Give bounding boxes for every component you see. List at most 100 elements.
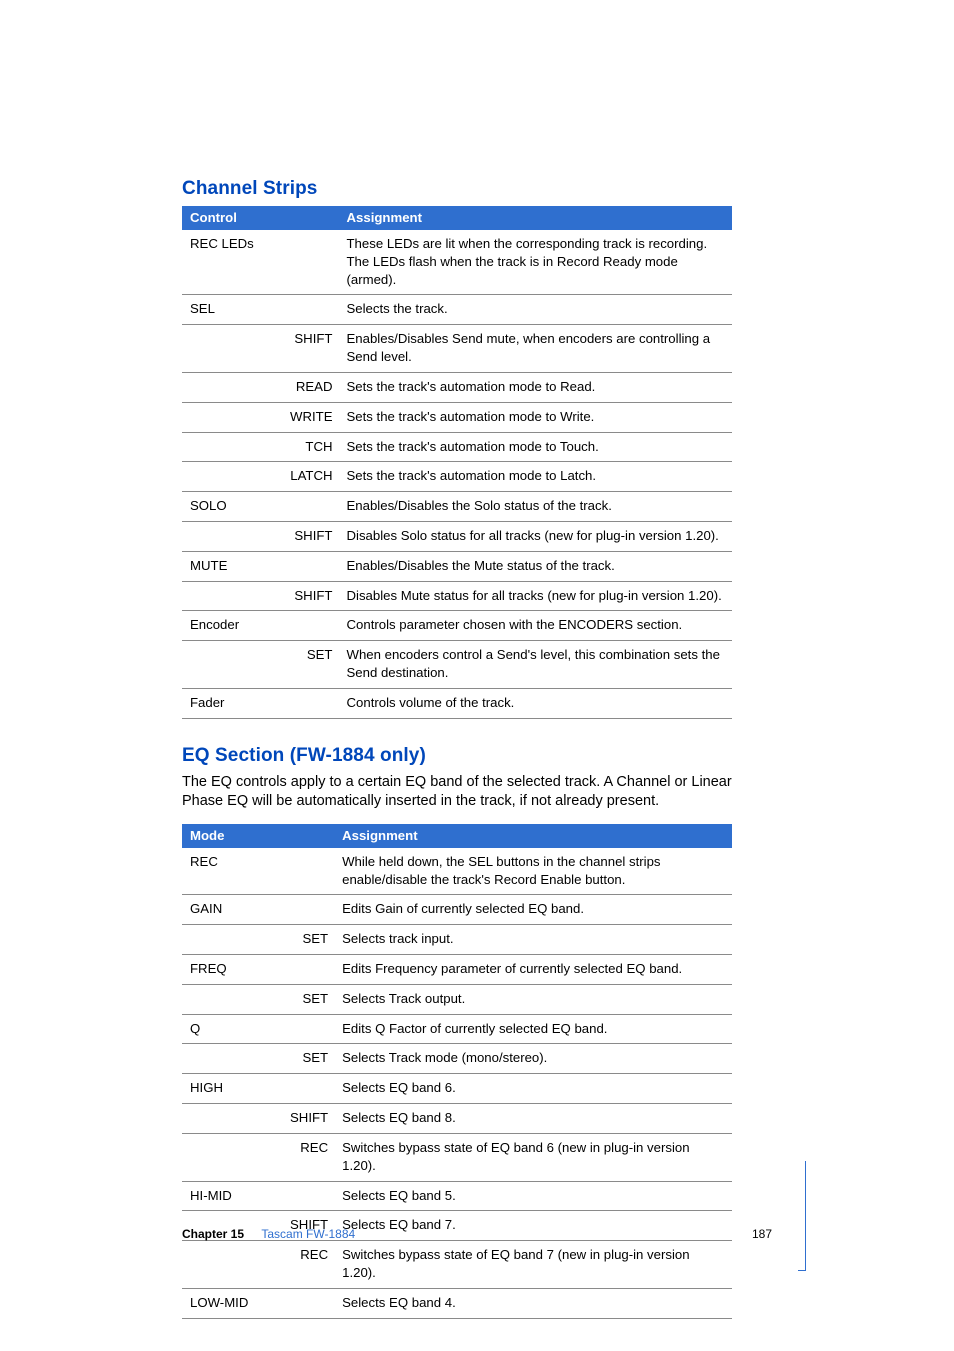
cell-control: [182, 641, 282, 689]
cell-modifier: [282, 1288, 334, 1318]
cell-control: LOW-MID: [182, 1288, 282, 1318]
cell-modifier: [282, 1074, 334, 1104]
cell-assignment: Enables/Disables the Solo status of the …: [339, 492, 733, 522]
table-row: SHIFTSelects EQ band 8.: [182, 1104, 732, 1134]
cell-assignment: Sets the track's automation mode to Touc…: [339, 432, 733, 462]
cell-assignment: Edits Gain of currently selected EQ band…: [334, 895, 732, 925]
table-row: SOLO Enables/Disables the Solo status of …: [182, 492, 732, 522]
cell-control: [182, 1044, 282, 1074]
cell-modifier: SHIFT: [282, 581, 339, 611]
cell-control: [182, 462, 282, 492]
cell-control: [182, 925, 282, 955]
cell-control: Fader: [182, 688, 282, 718]
table-row: LOW-MID Selects EQ band 4.: [182, 1288, 732, 1318]
footer-chapter-label: Chapter 15: [182, 1227, 244, 1241]
table-row: Encoder Controls parameter chosen with th…: [182, 611, 732, 641]
table-row: SETSelects Track output.: [182, 984, 732, 1014]
cell-assignment: Selects EQ band 5.: [334, 1181, 732, 1211]
table-row: SEL Selects the track.: [182, 295, 732, 325]
table-row: MUTEEnables/Disables the Mute status of …: [182, 551, 732, 581]
cell-assignment: Edits Frequency parameter of currently s…: [334, 955, 732, 985]
cell-assignment: Sets the track's automation mode to Latc…: [339, 462, 733, 492]
table-row: FaderControls volume of the track.: [182, 688, 732, 718]
cell-modifier: WRITE: [282, 402, 339, 432]
cell-assignment: Edits Q Factor of currently selected EQ …: [334, 1014, 732, 1044]
cell-assignment: When encoders control a Send's level, th…: [339, 641, 733, 689]
cell-assignment: Selects EQ band 8.: [334, 1104, 732, 1134]
cell-control: [182, 984, 282, 1014]
table-header-mode: Mode: [182, 824, 282, 848]
side-rule-decoration: [805, 1161, 806, 1271]
cell-assignment: Selects Track output.: [334, 984, 732, 1014]
table-row: SETWhen encoders control a Send's level,…: [182, 641, 732, 689]
cell-assignment: Controls parameter chosen with the ENCOD…: [339, 611, 733, 641]
cell-control: [182, 581, 282, 611]
cell-modifier: [282, 895, 334, 925]
table-channel-strips: Control Assignment REC LEDs These LEDs ar…: [182, 206, 732, 719]
footer-page-number: 187: [752, 1227, 772, 1241]
cell-modifier: SHIFT: [282, 1104, 334, 1134]
table-row: SETSelects track input.: [182, 925, 732, 955]
table-header-modifier: [282, 824, 334, 848]
cell-assignment: Disables Solo status for all tracks (new…: [339, 521, 733, 551]
table-row: GAINEdits Gain of currently selected EQ …: [182, 895, 732, 925]
cell-control: [182, 325, 282, 373]
table-eq-section: Mode Assignment REC While held down, the …: [182, 824, 732, 1319]
cell-control: REC LEDs: [182, 230, 282, 295]
cell-control: [182, 372, 282, 402]
table-header-row: Mode Assignment: [182, 824, 732, 848]
section2-intro: The EQ controls apply to a certain EQ ba…: [182, 773, 732, 812]
cell-control: [182, 1133, 282, 1181]
cell-control: REC: [182, 848, 282, 895]
table-row: RECSwitches bypass state of EQ band 6 (n…: [182, 1133, 732, 1181]
cell-assignment: Switches bypass state of EQ band 7 (new …: [334, 1241, 732, 1289]
cell-assignment: Enables/Disables the Mute status of the …: [339, 551, 733, 581]
cell-modifier: SET: [282, 1044, 334, 1074]
cell-modifier: [282, 492, 339, 522]
table-row: SHIFTEnables/Disables Send mute, when en…: [182, 325, 732, 373]
cell-modifier: REC: [282, 1241, 334, 1289]
cell-control: FREQ: [182, 955, 282, 985]
page: Channel Strips Control Assignment REC LE…: [0, 0, 954, 1351]
table-row: WRITESets the track's automation mode to…: [182, 402, 732, 432]
cell-assignment: Selects the track.: [339, 295, 733, 325]
cell-assignment: Sets the track's automation mode to Read…: [339, 372, 733, 402]
cell-modifier: [282, 688, 339, 718]
cell-assignment: Disables Mute status for all tracks (new…: [339, 581, 733, 611]
table-header-modifier: [282, 206, 339, 230]
table-row: FREQ Edits Frequency parameter of current…: [182, 955, 732, 985]
table-row: READSets the track's automation mode to …: [182, 372, 732, 402]
section2-title: EQ Section (FW-1884 only): [182, 745, 732, 767]
table-row: REC While held down, the SEL buttons in t…: [182, 848, 732, 895]
table-row: HIGHSelects EQ band 6.: [182, 1074, 732, 1104]
cell-modifier: [282, 848, 334, 895]
cell-assignment: Selects track input.: [334, 925, 732, 955]
cell-assignment: Enables/Disables Send mute, when encoder…: [339, 325, 733, 373]
cell-modifier: TCH: [282, 432, 339, 462]
table-header-row: Control Assignment: [182, 206, 732, 230]
cell-assignment: While held down, the SEL buttons in the …: [334, 848, 732, 895]
cell-modifier: [282, 955, 334, 985]
table-row: HI-MIDSelects EQ band 5.: [182, 1181, 732, 1211]
cell-control: SEL: [182, 295, 282, 325]
cell-control: Encoder: [182, 611, 282, 641]
cell-control: Q: [182, 1014, 282, 1044]
cell-control: SOLO: [182, 492, 282, 522]
cell-modifier: [282, 1014, 334, 1044]
cell-modifier: SET: [282, 925, 334, 955]
cell-assignment: Selects EQ band 4.: [334, 1288, 732, 1318]
cell-modifier: SHIFT: [282, 521, 339, 551]
table-row: LATCHSets the track's automation mode to…: [182, 462, 732, 492]
cell-control: [182, 432, 282, 462]
cell-assignment: Selects EQ band 6.: [334, 1074, 732, 1104]
cell-modifier: SET: [282, 984, 334, 1014]
cell-modifier: [282, 295, 339, 325]
cell-control: [182, 402, 282, 432]
cell-assignment: These LEDs are lit when the correspondin…: [339, 230, 733, 295]
table-header-control: Control: [182, 206, 282, 230]
table-row: RECSwitches bypass state of EQ band 7 (n…: [182, 1241, 732, 1289]
table-row: SHIFTDisables Mute status for all tracks…: [182, 581, 732, 611]
cell-assignment: Sets the track's automation mode to Writ…: [339, 402, 733, 432]
table-header-assignment: Assignment: [334, 824, 732, 848]
section1-title: Channel Strips: [182, 178, 732, 200]
